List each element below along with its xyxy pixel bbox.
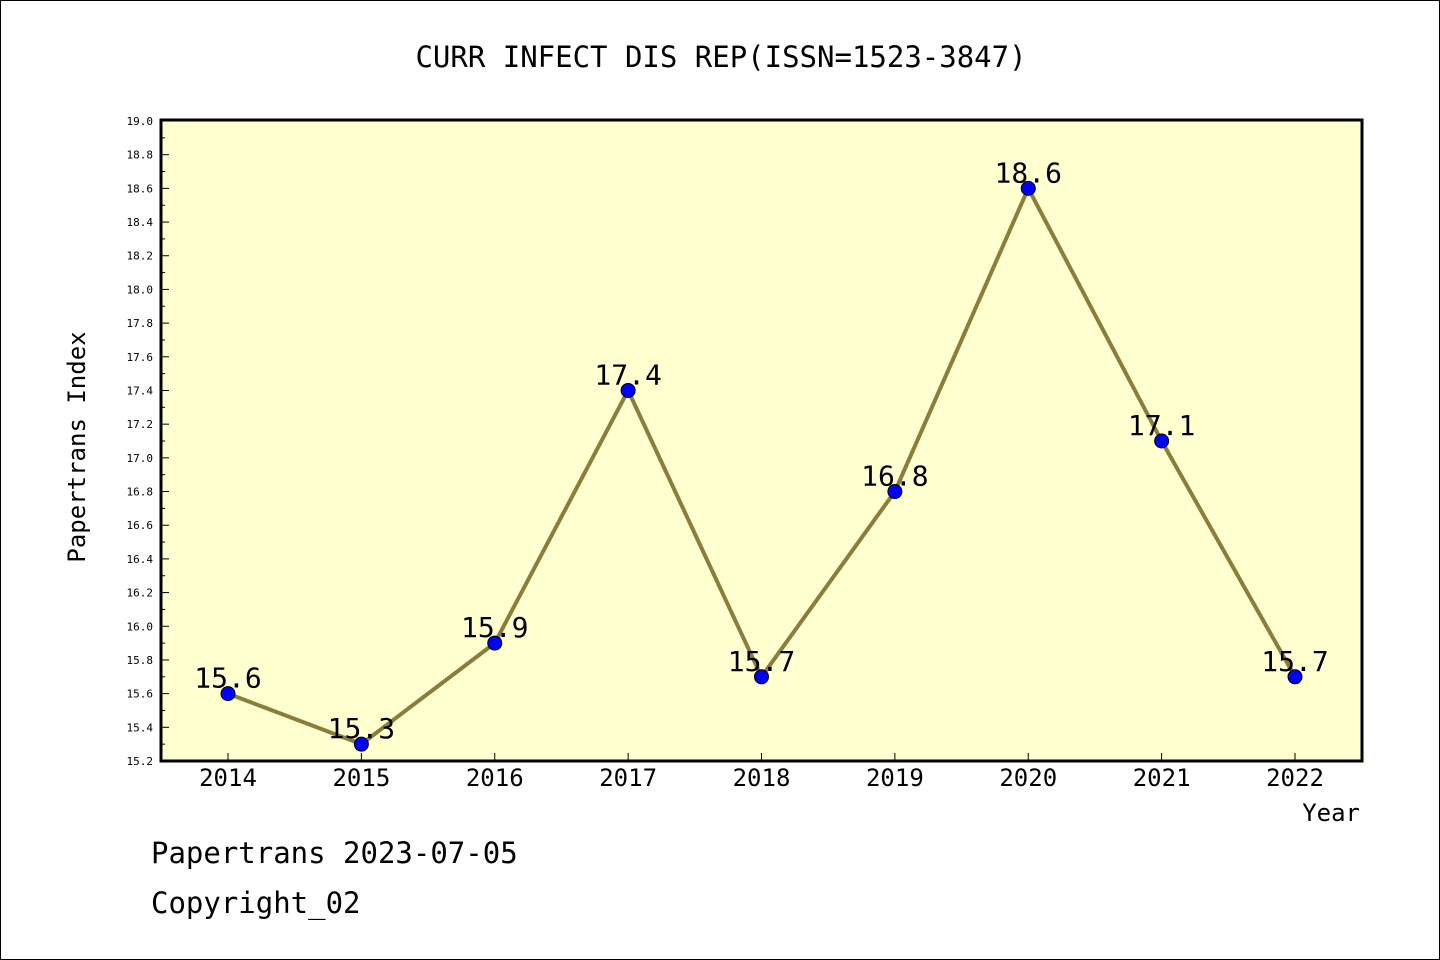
y-tick-label: 17.4 <box>127 384 154 397</box>
y-tick-label: 16.6 <box>127 519 154 532</box>
data-label: 15.7 <box>728 645 795 678</box>
footer-copyright: Copyright_02 <box>151 886 361 920</box>
data-label: 15.3 <box>328 712 395 745</box>
data-label: 16.8 <box>861 460 928 493</box>
x-axis-label: Year <box>1302 799 1360 827</box>
x-tick-label: 2021 <box>1133 764 1191 792</box>
x-tick-label: 2017 <box>599 764 657 792</box>
x-tick-label: 2019 <box>866 764 924 792</box>
data-point <box>1020 180 1036 196</box>
x-tick-label: 2022 <box>1266 764 1324 792</box>
y-tick-label: 17.6 <box>127 351 154 364</box>
y-tick-label: 18.6 <box>127 182 154 195</box>
data-label: 15.9 <box>461 611 528 644</box>
x-tick-label: 2016 <box>466 764 524 792</box>
data-point <box>1287 669 1303 685</box>
y-tick-label: 15.4 <box>127 721 154 734</box>
y-tick-label: 17.2 <box>127 418 154 431</box>
x-tick-label: 2014 <box>199 764 257 792</box>
x-axis: 2014 2015 2016 2017 2018 2019 2020 2021 2022 <box>199 753 1324 792</box>
y-tick-label: 16.4 <box>127 553 154 566</box>
y-tick-label: 18.0 <box>127 283 154 296</box>
y-tick-label: 18.2 <box>127 250 154 263</box>
y-tick-label: 15.2 <box>127 755 154 768</box>
x-tick-label: 2020 <box>999 764 1057 792</box>
y-tick-label: 16.0 <box>127 620 154 633</box>
y-tick-label: 18.8 <box>127 149 154 162</box>
data-point <box>754 669 769 685</box>
data-label: 17.1 <box>1128 409 1195 442</box>
y-tick-label: 17.0 <box>127 452 154 465</box>
data-label: 15.7 <box>1261 645 1328 678</box>
y-tick-label: 16.2 <box>127 587 154 600</box>
y-tick-label: 15.8 <box>127 654 154 667</box>
footer-date: Papertrans 2023-07-05 <box>151 836 518 870</box>
y-tick-label: 16.8 <box>127 486 154 499</box>
data-point <box>220 686 236 702</box>
data-point <box>1154 433 1170 449</box>
data-label: 18.6 <box>995 156 1062 189</box>
y-axis: 15.2 15.4 15.6 15.8 16.0 16.2 16.4 16.6 16.8 17.0… <box>127 115 169 768</box>
y-tick-label: 18.4 <box>127 216 154 229</box>
y-tick-label: 15.6 <box>127 688 154 701</box>
y-tick-label: 19.0 <box>127 115 154 128</box>
series-layer: 15.6 15.3 15.9 17.4 15.7 16.8 18.6 17.1 15.7 <box>194 156 1329 752</box>
x-tick-label: 2015 <box>332 764 390 792</box>
x-tick-label: 2018 <box>733 764 791 792</box>
data-point <box>887 484 903 500</box>
data-label: 15.6 <box>194 662 261 695</box>
data-point <box>353 736 369 752</box>
y-axis-label: Papertrans Index <box>63 331 91 562</box>
y-tick-label: 17.8 <box>127 317 154 330</box>
data-point <box>487 635 503 651</box>
data-point <box>620 382 636 398</box>
data-label: 17.4 <box>594 358 661 391</box>
chart-title: CURR INFECT DIS REP(ISSN=1523-3847) <box>415 40 1026 74</box>
